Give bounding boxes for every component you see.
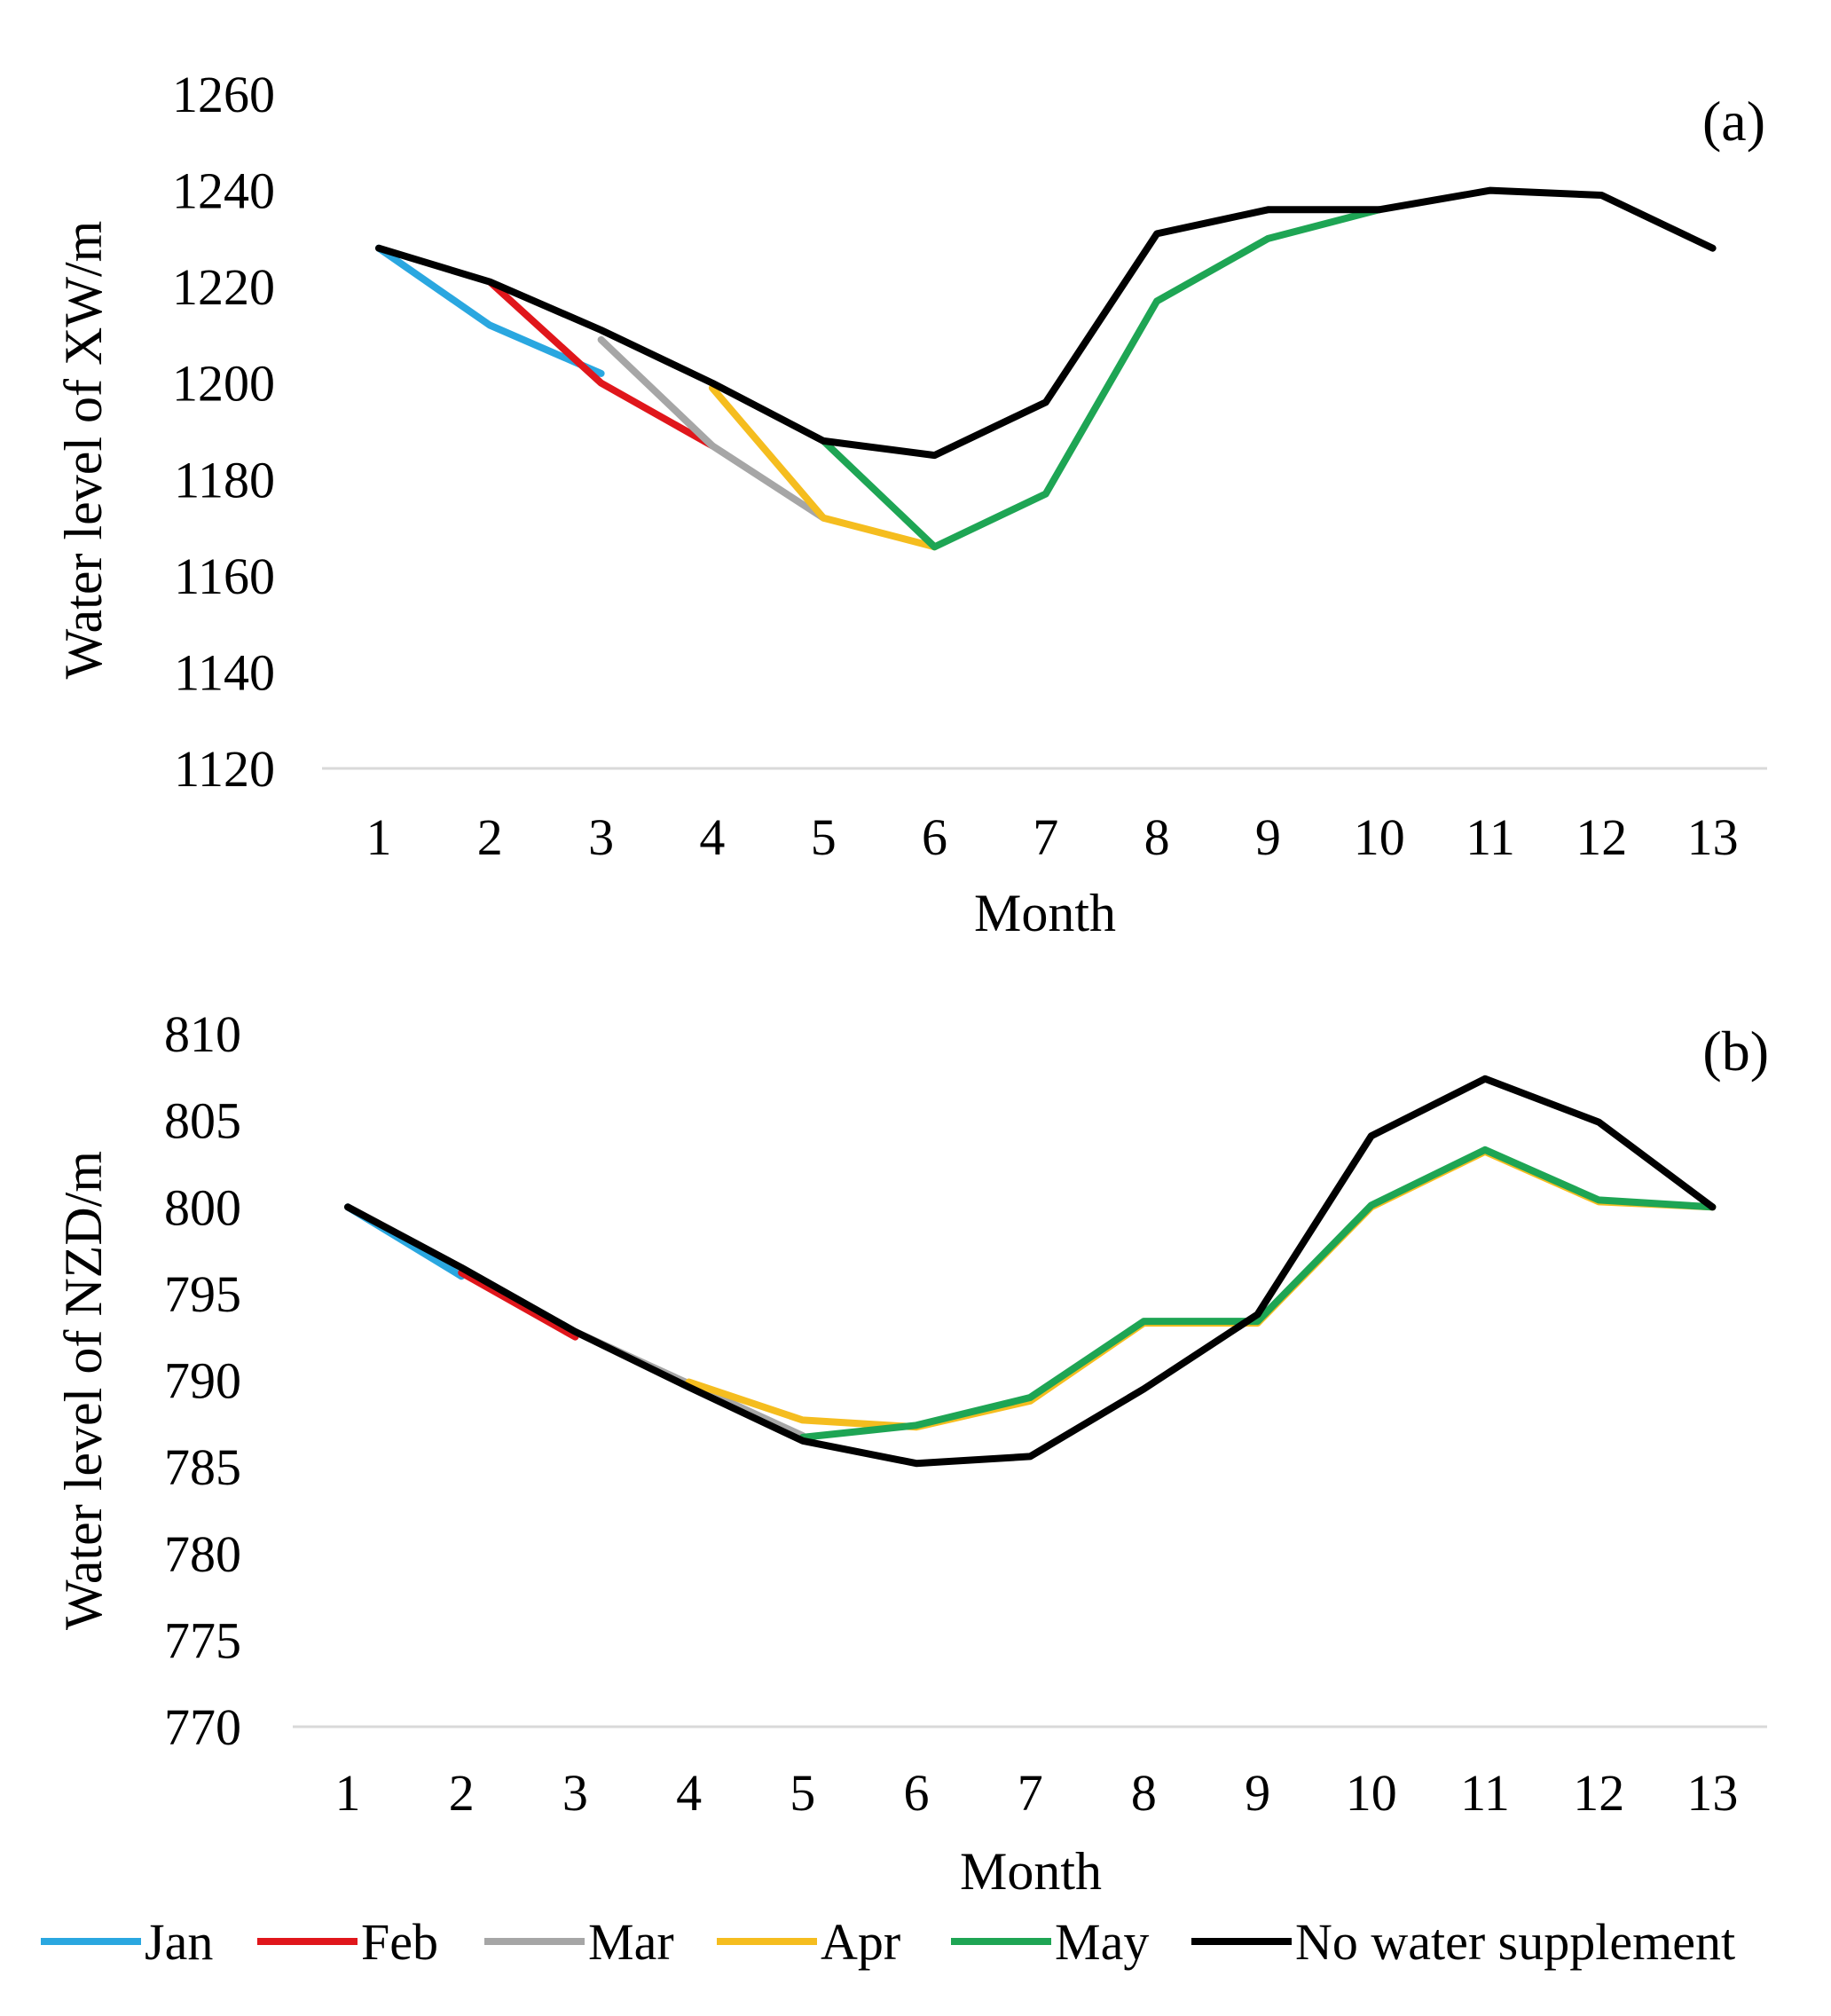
panel-a-x-tick-label: 3 <box>588 808 614 866</box>
panel-b-y-ticks: 770 775 780 785 790 795 800 805 810 <box>164 1005 241 1756</box>
panel-b-x-tick-label: 12 <box>1573 1764 1624 1822</box>
panel-b-series-line-feb <box>458 1269 579 1341</box>
legend-label-jan: Jan <box>145 1913 213 1971</box>
panel-a-y-ticks: 1120 1140 1160 1180 1200 1220 1240 1260 <box>172 66 275 798</box>
panel-a-y-tick-label: 1180 <box>174 451 275 508</box>
panel-b-x-tick-label: 13 <box>1686 1764 1738 1822</box>
panel-a-y-tick-label: 1220 <box>172 258 275 316</box>
panel-a-series-line-jan <box>375 244 605 377</box>
panel-a-series <box>375 186 1717 551</box>
panel-b-y-tick-label: 790 <box>164 1352 241 1410</box>
panel-b-y-tick-label: 780 <box>164 1525 241 1583</box>
panel-b-x-tick-label: 5 <box>790 1764 815 1822</box>
panel-a-y-tick-label: 1260 <box>172 66 275 123</box>
panel-a-xlabel: Month <box>974 884 1116 942</box>
panel-b-y-tick-label: 775 <box>164 1611 241 1669</box>
legend-label-mar: Mar <box>588 1913 674 1971</box>
panel-a-series-line-apr <box>708 384 939 551</box>
panel-a-x-tick-label: 11 <box>1466 808 1515 866</box>
panel-a-y-tick-label: 1240 <box>172 162 275 220</box>
panel-b-x-tick-label: 9 <box>1245 1764 1270 1822</box>
panel-a-chart: Water level of XW/m (a) Month 1120114011… <box>54 66 1767 942</box>
panel-a-x-tick-label: 2 <box>477 808 503 866</box>
panel-b-xlabel: Month <box>960 1842 1102 1901</box>
panel-a-y-tick-label: 1160 <box>174 547 275 605</box>
panel-b-x-tick-label: 4 <box>676 1764 702 1822</box>
legend-label-no-water-supplement: No water supplement <box>1295 1913 1735 1971</box>
panel-b-ylabel: Water level of NZD/m <box>54 1151 113 1630</box>
panel-a-series-line-may <box>820 206 1383 551</box>
panel-a-x-tick-label: 12 <box>1576 808 1627 866</box>
panel-b-x-tick-label: 10 <box>1346 1764 1397 1822</box>
panel-a-x-tick-label: 10 <box>1354 808 1405 866</box>
panel-a-x-tick-label: 5 <box>811 808 837 866</box>
panel-a-series-line-feb <box>486 278 716 450</box>
panel-b-x-tick-label: 8 <box>1131 1764 1157 1822</box>
panel-a-x-tick-label: 1 <box>366 808 392 866</box>
legend-label-apr: Apr <box>821 1913 900 1971</box>
panel-a-series-line-mar <box>597 335 828 522</box>
panel-b-series-line-no-water-supplement <box>344 1075 1717 1468</box>
panel-a-x-tick-label: 13 <box>1687 808 1739 866</box>
panel-a-y-tick-label: 1140 <box>174 643 275 701</box>
panel-a-y-tick-label: 1120 <box>174 740 275 798</box>
panel-b-series-line-may <box>798 1146 1717 1441</box>
panel-b-y-tick-label: 800 <box>164 1178 241 1236</box>
panel-b-series <box>344 1075 1717 1468</box>
panel-b-y-tick-label: 805 <box>164 1092 241 1150</box>
panel-a-tag: (a) <box>1702 90 1765 153</box>
panel-a-ylabel: Water level of XW/m <box>54 221 113 680</box>
panel-a-x-tick-label: 7 <box>1033 808 1058 866</box>
panel-a-x-tick-label: 9 <box>1255 808 1281 866</box>
panel-b-y-tick-label: 810 <box>164 1005 241 1063</box>
panel-b-x-tick-label: 7 <box>1018 1764 1043 1822</box>
panel-a-x-tick-label: 4 <box>699 808 725 866</box>
panel-b-y-tick-label: 770 <box>164 1698 241 1756</box>
panel-b-x-tick-label: 11 <box>1460 1764 1510 1822</box>
panel-a-x-tick-label: 6 <box>922 808 947 866</box>
panel-b-x-tick-label: 2 <box>449 1764 475 1822</box>
panel-b-y-tick-label: 795 <box>164 1265 241 1323</box>
panel-b-chart: Water level of NZD/m (b) Month 770775780… <box>54 1005 1769 1901</box>
panel-b-x-tick-label: 6 <box>904 1764 930 1822</box>
panel-a-x-ticks: 1 2 3 4 5 6 7 8 9 10 11 12 13 <box>366 808 1739 866</box>
panel-b-y-tick-label: 785 <box>164 1438 241 1496</box>
panel-b-x-ticks: 1 2 3 4 5 6 7 8 9 10 11 12 13 <box>335 1764 1739 1822</box>
legend: Jan Feb Mar Apr May No water supplement <box>41 1913 1735 1971</box>
panel-b-x-tick-label: 3 <box>562 1764 588 1822</box>
legend-label-may: May <box>1055 1913 1149 1971</box>
panel-b-tag: (b) <box>1702 1020 1769 1083</box>
panel-a-y-tick-label: 1200 <box>172 355 275 413</box>
legend-label-feb: Feb <box>361 1913 438 1971</box>
panel-a-series-line-no-water-supplement <box>375 186 1717 460</box>
panel-a-x-tick-label: 8 <box>1144 808 1170 866</box>
panel-b-x-tick-label: 1 <box>335 1764 361 1822</box>
